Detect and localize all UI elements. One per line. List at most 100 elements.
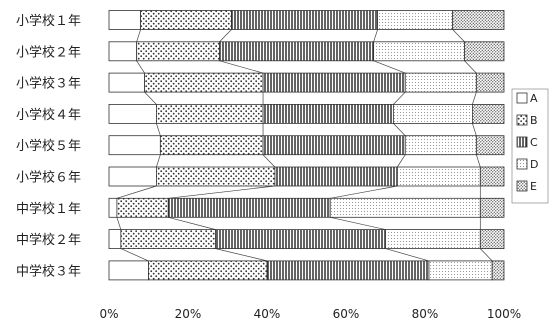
bar-segment-b — [148, 260, 268, 281]
connector-line — [330, 216, 386, 230]
x-tick-label: 100% — [487, 307, 521, 321]
legend-swatch-a — [516, 92, 528, 104]
bar-segment-a — [108, 41, 138, 62]
connector-line — [136, 29, 141, 42]
legend-label-d: D — [530, 158, 538, 171]
x-tick-label: 80% — [412, 307, 439, 321]
connector-line — [373, 60, 406, 74]
bar-segment-a — [108, 166, 157, 187]
bar-segment-a — [108, 104, 157, 124]
bar-segment-b — [120, 229, 217, 250]
connector-line — [136, 60, 145, 74]
connector-line — [472, 123, 477, 136]
bar-segment-c — [266, 260, 430, 281]
connector-line — [219, 29, 232, 43]
bar-segment-c — [274, 166, 398, 187]
legend-label-a: A — [530, 92, 538, 105]
bar-segment-c — [262, 135, 406, 156]
bar-segment-e — [475, 135, 505, 156]
category-label: 小学校３年 — [16, 76, 81, 92]
category-label: 中学校１年 — [16, 201, 81, 217]
bar-segment-e — [464, 41, 505, 62]
connector-line — [116, 185, 157, 199]
bar-segment-e — [471, 104, 505, 124]
bar-segment-c — [167, 197, 331, 218]
bar-segment-e — [479, 229, 505, 250]
connector-line — [156, 123, 161, 136]
bar-segment-e — [479, 166, 505, 187]
bar-segment-e — [491, 260, 505, 281]
bar-segment-c — [262, 72, 406, 93]
bar-segment-b — [140, 10, 232, 30]
bar-segment-c — [231, 10, 378, 30]
bar-segment-b — [155, 104, 264, 124]
category-label: 小学校１年 — [16, 13, 81, 29]
bar-segment-a — [108, 135, 161, 156]
connector-line — [156, 154, 161, 168]
bar-segment-a — [108, 10, 142, 30]
bar-segment-c — [262, 104, 394, 124]
connector-line — [116, 217, 122, 230]
bar-segment-b — [159, 135, 264, 156]
bar-segment-a — [108, 260, 149, 281]
bar-segment-d — [428, 260, 493, 281]
bar-segment-e — [452, 10, 505, 30]
legend-swatch-e — [516, 180, 528, 192]
x-tick-label: 60% — [333, 307, 360, 321]
connector-line — [385, 248, 430, 262]
bar-segment-a — [108, 72, 145, 93]
bar-segment-b — [116, 197, 169, 218]
bar-segment-b — [155, 166, 276, 187]
connector-line — [144, 91, 157, 105]
bar-segment-d — [329, 197, 481, 218]
bar-segment-c — [215, 229, 386, 250]
bar-segment-e — [479, 197, 505, 218]
connector-line — [219, 60, 264, 74]
connector-line — [476, 154, 481, 168]
bar-segment-a — [108, 229, 122, 250]
category-label: 中学校３年 — [16, 263, 81, 279]
bar-segment-d — [373, 41, 465, 62]
category-label: 中学校２年 — [16, 232, 81, 248]
bar-segment-d — [404, 72, 477, 93]
connector-line — [452, 29, 465, 43]
bar-segment-b — [136, 41, 220, 62]
connector-line — [472, 91, 477, 105]
connector-line — [393, 123, 406, 136]
connector-line — [168, 216, 216, 230]
connector-line — [373, 29, 378, 42]
connector-line — [480, 248, 493, 262]
category-label: 小学校２年 — [16, 44, 81, 60]
x-tick-label: 0% — [99, 307, 118, 321]
bar-segment-b — [144, 72, 264, 93]
connector-line — [464, 60, 477, 74]
connector-line — [262, 154, 276, 168]
bar-segment-d — [396, 166, 481, 187]
category-label: 小学校５年 — [16, 138, 81, 154]
bar-segment-c — [219, 41, 375, 62]
bar-segment-d — [385, 229, 481, 250]
legend-label-c: C — [530, 136, 538, 149]
legend-swatch-b — [516, 114, 528, 126]
connector-line — [215, 248, 268, 262]
category-label: 小学校６年 — [16, 170, 81, 186]
legend-label-b: B — [530, 114, 538, 127]
category-label: 小学校４年 — [16, 107, 81, 123]
bar-segment-a — [108, 197, 118, 218]
connector-line — [330, 185, 398, 199]
x-tick-label: 40% — [254, 307, 281, 321]
connector-line — [168, 185, 275, 199]
legend-label-e: E — [530, 180, 537, 193]
bar-segment-d — [392, 104, 473, 124]
connector-line — [397, 154, 406, 168]
x-tick-label: 20% — [175, 307, 202, 321]
connector-line — [393, 91, 406, 105]
bar-segment-e — [475, 72, 505, 93]
legend-swatch-d — [516, 158, 528, 170]
bar-segment-d — [377, 10, 454, 30]
bar-segment-d — [404, 135, 477, 156]
legend-swatch-c — [516, 136, 528, 148]
connector-line — [120, 248, 149, 262]
